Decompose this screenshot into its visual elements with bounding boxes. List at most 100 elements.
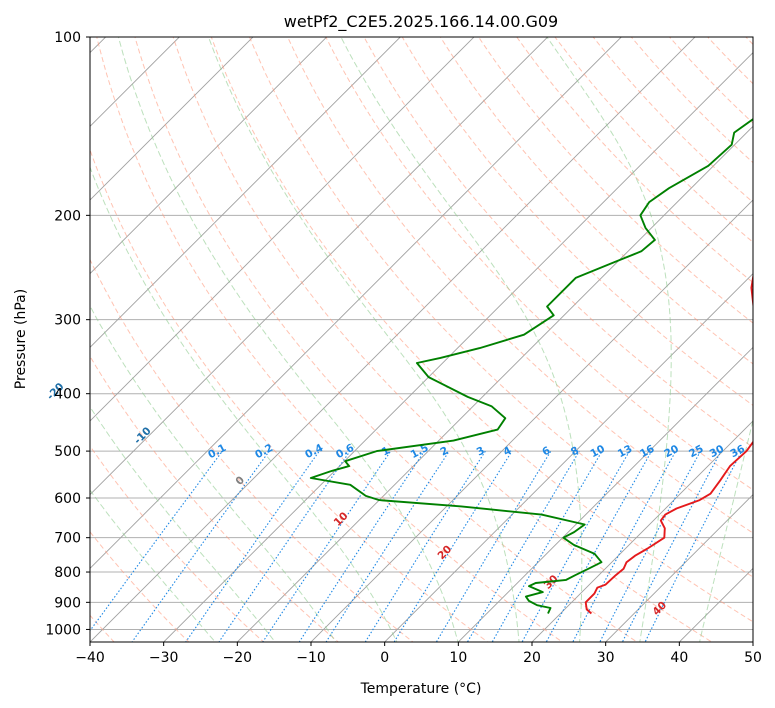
mixing-ratio-label: 10	[588, 443, 607, 460]
dry-adiabat-line	[90, 258, 414, 642]
mixing-ratio-line	[262, 450, 392, 642]
dry-adiabat-line	[707, 37, 753, 85]
isotherm-line	[384, 273, 753, 642]
x-tick-label: −40	[75, 650, 105, 666]
mixing-ratio-label: 0.2	[253, 442, 275, 461]
mixing-ratio-line	[218, 450, 351, 642]
x-tick-label: 40	[670, 650, 688, 666]
mixing-ratio-line	[491, 450, 603, 642]
moist-adiabat-line	[208, 37, 520, 642]
contour-labels: 0.10.20.40.611.52346810131620253036-100-…	[45, 381, 747, 618]
dry-adiabat-line	[592, 37, 753, 203]
y-tick-label: 1000	[45, 622, 81, 638]
dry-adiabat-line	[516, 37, 753, 284]
mixing-ratio-line	[131, 450, 270, 642]
isotherm-line	[752, 641, 753, 642]
background-lines	[0, 10, 775, 654]
dry-adiabat-line	[134, 37, 638, 642]
dry-adiabat-line	[478, 37, 753, 324]
isotherm-line	[90, 37, 328, 275]
mixing-ratio-line	[435, 450, 552, 642]
y-tick-label: 800	[54, 565, 81, 581]
x-tick-label: 20	[523, 650, 541, 666]
moist-adiabat-line	[699, 418, 753, 642]
dry-adiabat-line	[554, 37, 753, 243]
dry-adiabat-line	[90, 355, 339, 642]
dry-adiabat-label: -10	[132, 425, 154, 447]
mixing-ratio-line	[298, 450, 425, 642]
y-tick-label: 300	[54, 313, 81, 329]
isotherm-line	[531, 420, 753, 642]
dry-adiabat-line	[287, 37, 753, 534]
mixing-ratio-label: 13	[616, 443, 635, 460]
isotherm-line	[90, 37, 180, 127]
mixing-ratio-line	[644, 450, 743, 642]
y-tick-label: 900	[54, 595, 81, 611]
mixing-ratio-line	[325, 450, 450, 642]
moist-adiabat-line	[340, 37, 583, 642]
dry-adiabat-line	[248, 37, 753, 578]
isotherm-line	[236, 125, 753, 642]
moist-adiabat-line	[90, 304, 337, 642]
isotherm-line	[605, 494, 753, 642]
x-tick-label: −10	[296, 650, 326, 666]
mixing-ratio-line	[621, 450, 722, 642]
isotherm-line	[90, 37, 254, 201]
dry-adiabat-line	[90, 148, 489, 642]
mixing-ratio-line	[545, 450, 653, 642]
mixing-ratio-line	[599, 450, 701, 642]
isotherm-line	[90, 37, 696, 642]
data-series	[309, 118, 753, 615]
mixing-ratio-line	[393, 450, 513, 642]
dry-adiabat-line	[96, 37, 564, 642]
dry-adiabat-line	[90, 531, 190, 642]
moist-adiabat-line	[546, 37, 672, 642]
y-tick-label: 200	[54, 208, 81, 224]
dry-adiabat-line	[172, 37, 713, 642]
x-tick-label: 10	[449, 650, 467, 666]
x-tick-label: 0	[380, 650, 389, 666]
mixing-ratio-line	[185, 450, 320, 642]
isotherm-line	[90, 37, 549, 496]
moist-adiabat-line	[90, 165, 398, 642]
mixing-ratio-line	[521, 450, 630, 642]
y-axis-label: Pressure (hPa)	[13, 289, 29, 389]
y-tick-label: 700	[54, 531, 81, 547]
dewpoint-profile-line	[309, 118, 753, 614]
y-tick-label: 600	[54, 491, 81, 507]
isotherm-line	[678, 567, 753, 642]
moist-adiabat-line	[90, 406, 276, 642]
mixing-ratio-label: 0.1	[206, 442, 228, 461]
dry-adiabat-line	[401, 37, 753, 407]
dry-adiabat-line	[668, 37, 753, 124]
mixing-ratio-line	[466, 450, 580, 642]
x-axis-label: Temperature (°C)	[360, 681, 482, 697]
isotherm-line	[457, 346, 753, 642]
mixing-ratio-label: 16	[638, 443, 657, 460]
dry-adiabat-line	[90, 445, 265, 642]
dry-adiabat-line	[210, 37, 753, 623]
isotherm-line	[0, 10, 59, 654]
moist-adiabat-line	[90, 489, 216, 642]
mixing-ratio-label: 0.4	[303, 442, 325, 461]
y-tick-label: 500	[54, 444, 81, 460]
x-tick-label: 50	[744, 650, 762, 666]
chart-title: wetPf2_C2E5.2025.166.14.00.G09	[284, 12, 558, 32]
y-tick-label: 400	[54, 387, 81, 403]
mixing-ratio-line	[364, 450, 486, 642]
moist-adiabat-line	[117, 37, 459, 642]
x-tick-label: 30	[597, 650, 615, 666]
y-tick-label: 100	[54, 30, 81, 46]
dry-adiabat-label: 20	[435, 543, 454, 562]
isotherm-line	[90, 37, 475, 422]
dry-adiabat-line	[363, 37, 753, 448]
isotherm-line	[90, 37, 401, 348]
plot-frame	[89, 36, 754, 643]
isotherm-line	[163, 52, 753, 642]
mixing-ratio-label: 30	[708, 443, 727, 460]
isotherm-line	[310, 199, 753, 642]
dry-adiabat-line	[758, 10, 775, 654]
temperature-profile-line	[584, 272, 753, 615]
dry-adiabat-line	[325, 37, 753, 491]
